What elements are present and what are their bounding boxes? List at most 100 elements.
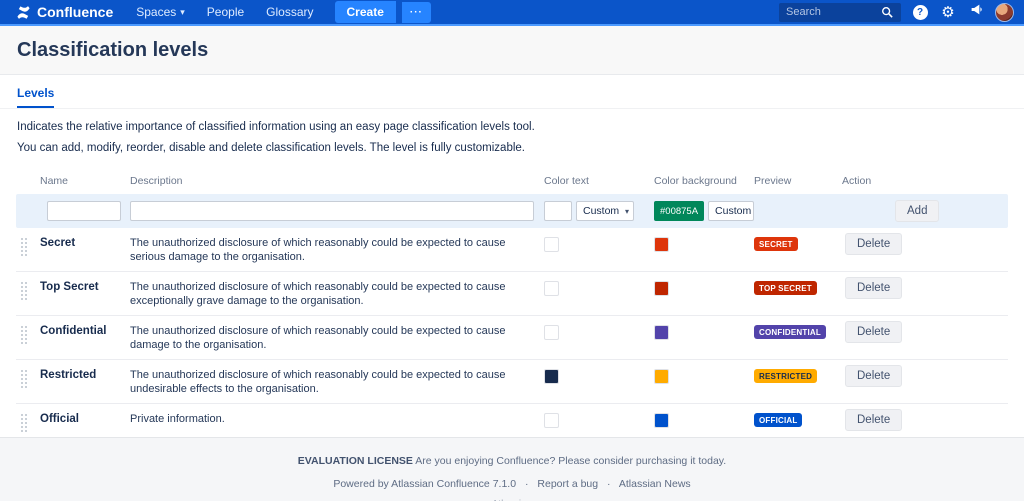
- page-footer: EVALUATION LICENSE Are you enjoying Conf…: [0, 437, 1024, 501]
- atlassian-news-link[interactable]: Atlassian News: [618, 478, 691, 490]
- color-background-select[interactable]: Custom ▾: [708, 201, 754, 221]
- level-name: Confidential: [40, 325, 107, 337]
- atlassian-logo: Atlassian: [0, 499, 1024, 501]
- nav-item-label: Spaces: [136, 5, 177, 19]
- header-preview: Preview: [754, 175, 792, 187]
- create-button[interactable]: Create: [334, 1, 396, 23]
- drag-handle-icon[interactable]: [20, 368, 28, 390]
- nav-item-label: People: [206, 5, 245, 19]
- color-background-swatch: [654, 325, 669, 340]
- intro-text: Indicates the relative importance of cla…: [0, 109, 1024, 165]
- drag-handle-icon[interactable]: [20, 280, 28, 302]
- level-row: Top Secret The unauthorized disclosure o…: [16, 272, 1008, 316]
- search-icon: [880, 5, 894, 19]
- level-description: The unauthorized disclosure of which rea…: [130, 369, 506, 395]
- level-name: Official: [40, 413, 79, 425]
- add-level-row: Custom ▾ #00875A Custom ▾ Add: [16, 194, 1008, 228]
- color-text-swatch: [544, 325, 559, 340]
- delete-button[interactable]: Delete: [845, 321, 903, 343]
- color-text-swatch: [544, 369, 559, 384]
- more-menu-button[interactable]: ···: [401, 1, 431, 23]
- drag-handle-icon[interactable]: [20, 236, 28, 258]
- help-icon: ?: [912, 4, 928, 20]
- delete-button[interactable]: Delete: [845, 277, 903, 299]
- tab-levels[interactable]: Levels: [17, 86, 55, 108]
- level-name: Secret: [40, 237, 76, 249]
- preview-badge: SECRET: [754, 237, 798, 251]
- color-background-swatch: [654, 413, 669, 428]
- confluence-logo-text: Confluence: [37, 4, 114, 20]
- delete-button[interactable]: Delete: [845, 233, 903, 255]
- top-nav: Confluence Spaces ▾ People Glossary Crea…: [0, 0, 1024, 26]
- chevron-down-icon: ▾: [180, 6, 185, 17]
- preview-badge: TOP SECRET: [754, 281, 817, 295]
- tab-bar: Levels: [0, 75, 1024, 109]
- new-description-input[interactable]: [130, 201, 534, 221]
- level-description: The unauthorized disclosure of which rea…: [130, 281, 506, 307]
- separator: ·: [607, 478, 611, 490]
- table-header-row: Name Description Color text Color backgr…: [16, 169, 1008, 194]
- gear-icon: ⚙: [941, 3, 955, 21]
- nav-item-glossary[interactable]: Glossary: [257, 1, 322, 23]
- level-description: The unauthorized disclosure of which rea…: [130, 237, 506, 263]
- color-text-select-value: Custom: [583, 205, 620, 217]
- nav-item-spaces[interactable]: Spaces ▾: [127, 1, 194, 23]
- license-label: EVALUATION LICENSE: [297, 455, 413, 467]
- color-text-swatch: [544, 413, 559, 428]
- color-text-swatch: [544, 237, 559, 252]
- level-row: Restricted The unauthorized disclosure o…: [16, 360, 1008, 404]
- header-color-background: Color background: [654, 175, 737, 187]
- nav-item-people[interactable]: People: [198, 1, 253, 23]
- level-row: Official Private information. OFFICIAL D…: [16, 404, 1008, 440]
- page-header: Classification levels: [0, 26, 1024, 75]
- help-button[interactable]: ?: [911, 3, 929, 21]
- new-color-text-input[interactable]: [544, 201, 572, 221]
- announcements-button[interactable]: [967, 3, 985, 21]
- license-banner: EVALUATION LICENSE Are you enjoying Conf…: [0, 455, 1024, 467]
- color-text-swatch: [544, 281, 559, 296]
- powered-by-text: Powered by Atlassian Confluence 7.1.0: [333, 478, 517, 490]
- search-box[interactable]: [779, 2, 901, 22]
- drag-handle-icon[interactable]: [20, 412, 28, 434]
- header-color-text: Color text: [544, 175, 589, 187]
- level-description: The unauthorized disclosure of which rea…: [130, 325, 506, 351]
- add-button[interactable]: Add: [895, 200, 940, 222]
- megaphone-icon: [970, 3, 983, 21]
- nav-right: ? ⚙: [779, 2, 1014, 22]
- header-name: Name: [40, 175, 69, 187]
- chevron-down-icon: ▾: [624, 206, 629, 216]
- license-message: Are you enjoying Confluence? Please cons…: [415, 455, 727, 467]
- report-a-bug-link[interactable]: Report a bug: [537, 478, 599, 490]
- page-title: Classification levels: [17, 39, 209, 61]
- search-input[interactable]: [786, 6, 880, 18]
- powered-by-line: Powered by Atlassian Confluence 7.1.0 · …: [0, 478, 1024, 490]
- color-background-select-value: Custom: [715, 205, 752, 217]
- preview-badge: CONFIDENTIAL: [754, 325, 826, 339]
- level-description: Private information.: [130, 413, 225, 425]
- intro-line-2: You can add, modify, reorder, disable an…: [17, 142, 525, 154]
- preview-badge: RESTRICTED: [754, 369, 818, 383]
- color-background-hex-chip[interactable]: #00875A: [654, 201, 705, 221]
- settings-button[interactable]: ⚙: [939, 3, 957, 21]
- delete-button[interactable]: Delete: [845, 409, 903, 431]
- preview-badge: OFFICIAL: [754, 413, 803, 427]
- level-row: Secret The unauthorized disclosure of wh…: [16, 228, 1008, 272]
- level-row: Confidential The unauthorized disclosure…: [16, 316, 1008, 360]
- color-background-swatch: [654, 237, 669, 252]
- color-background-swatch: [654, 281, 669, 296]
- intro-line-1: Indicates the relative importance of cla…: [17, 121, 535, 133]
- level-name: Restricted: [40, 369, 97, 381]
- user-avatar[interactable]: [995, 2, 1014, 22]
- header-description: Description: [130, 175, 183, 187]
- nav-item-label: Glossary: [266, 5, 314, 19]
- delete-button[interactable]: Delete: [845, 365, 903, 387]
- drag-handle-icon[interactable]: [20, 324, 28, 346]
- color-background-swatch: [654, 369, 669, 384]
- confluence-logo[interactable]: Confluence: [16, 4, 113, 20]
- separator: ·: [524, 478, 529, 490]
- level-name: Top Secret: [40, 281, 99, 293]
- color-text-select[interactable]: Custom ▾: [576, 201, 634, 221]
- confluence-logo-icon: [16, 5, 31, 20]
- header-action: Action: [842, 175, 872, 187]
- new-name-input[interactable]: [47, 201, 121, 221]
